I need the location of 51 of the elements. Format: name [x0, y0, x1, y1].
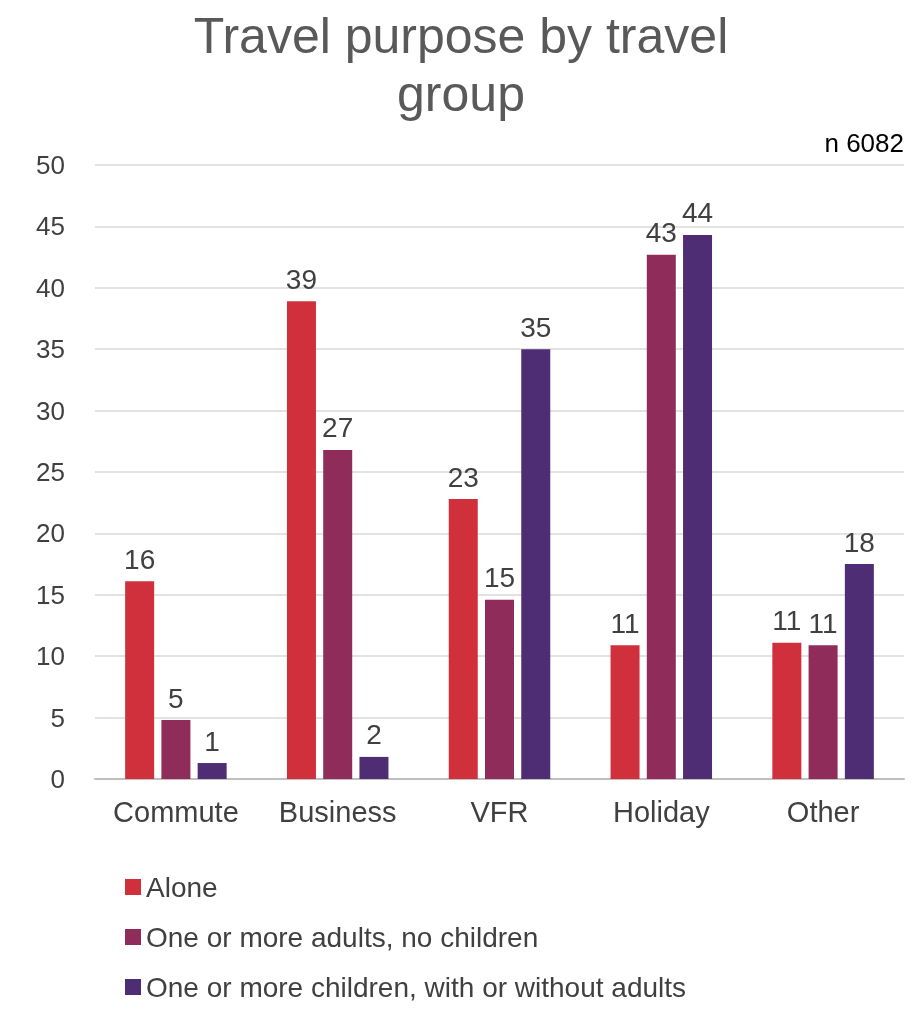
y-tick-label: 45	[36, 211, 65, 242]
y-tick-label: 20	[36, 518, 65, 549]
y-tick-label: 40	[36, 272, 65, 303]
legend-label: One or more children, with or without adults	[146, 971, 687, 1003]
bar	[808, 645, 838, 779]
bar	[610, 645, 640, 779]
bar	[161, 720, 191, 779]
bar	[485, 599, 514, 779]
x-tick-label: VFR	[470, 795, 529, 828]
bar	[683, 235, 713, 779]
data-label: 35	[520, 311, 552, 343]
data-label: 11	[772, 605, 802, 637]
data-label: 18	[843, 526, 875, 558]
bar	[646, 254, 676, 779]
bar	[125, 581, 155, 779]
y-tick-label: 15	[36, 579, 65, 610]
data-label: 11	[610, 607, 640, 639]
text: n 6082	[824, 128, 905, 158]
data-label: 44	[681, 197, 714, 229]
y-tick-label: 35	[36, 334, 65, 365]
bar	[359, 756, 389, 779]
legend-label: One or more adults, no children	[146, 921, 539, 953]
data-label: 27	[322, 412, 354, 444]
y-tick-label: 50	[36, 150, 65, 180]
legend-label: Alone	[146, 871, 218, 903]
y-tick-label: 5	[50, 702, 65, 733]
y-tick-label: 0	[50, 764, 65, 794]
data-label: 43	[645, 217, 677, 249]
data-label: 16	[124, 543, 156, 575]
x-tick-label: Holiday	[612, 795, 711, 828]
data-label: 5	[168, 682, 184, 714]
bar	[521, 349, 551, 779]
chart-title: Travel purpose by travel group	[193, 8, 729, 122]
data-label: 39	[285, 263, 318, 295]
data-label: 11	[808, 607, 838, 639]
bar	[844, 564, 874, 779]
y-tick-label: 30	[36, 395, 65, 426]
x-tick-label: Business	[278, 795, 397, 828]
data-label: 23	[447, 461, 479, 493]
y-tick-label: 25	[36, 457, 65, 487]
y-tick-label: 10	[36, 641, 65, 672]
bar	[197, 763, 227, 779]
bar	[448, 499, 478, 779]
bar	[323, 449, 353, 779]
data-label: 15	[483, 562, 516, 594]
bar	[772, 642, 802, 779]
data-label: 2	[366, 719, 382, 751]
data-label: 1	[204, 725, 220, 757]
x-tick-label: Commute	[113, 795, 239, 828]
bar	[286, 301, 316, 779]
x-tick-label: Other	[786, 795, 860, 828]
